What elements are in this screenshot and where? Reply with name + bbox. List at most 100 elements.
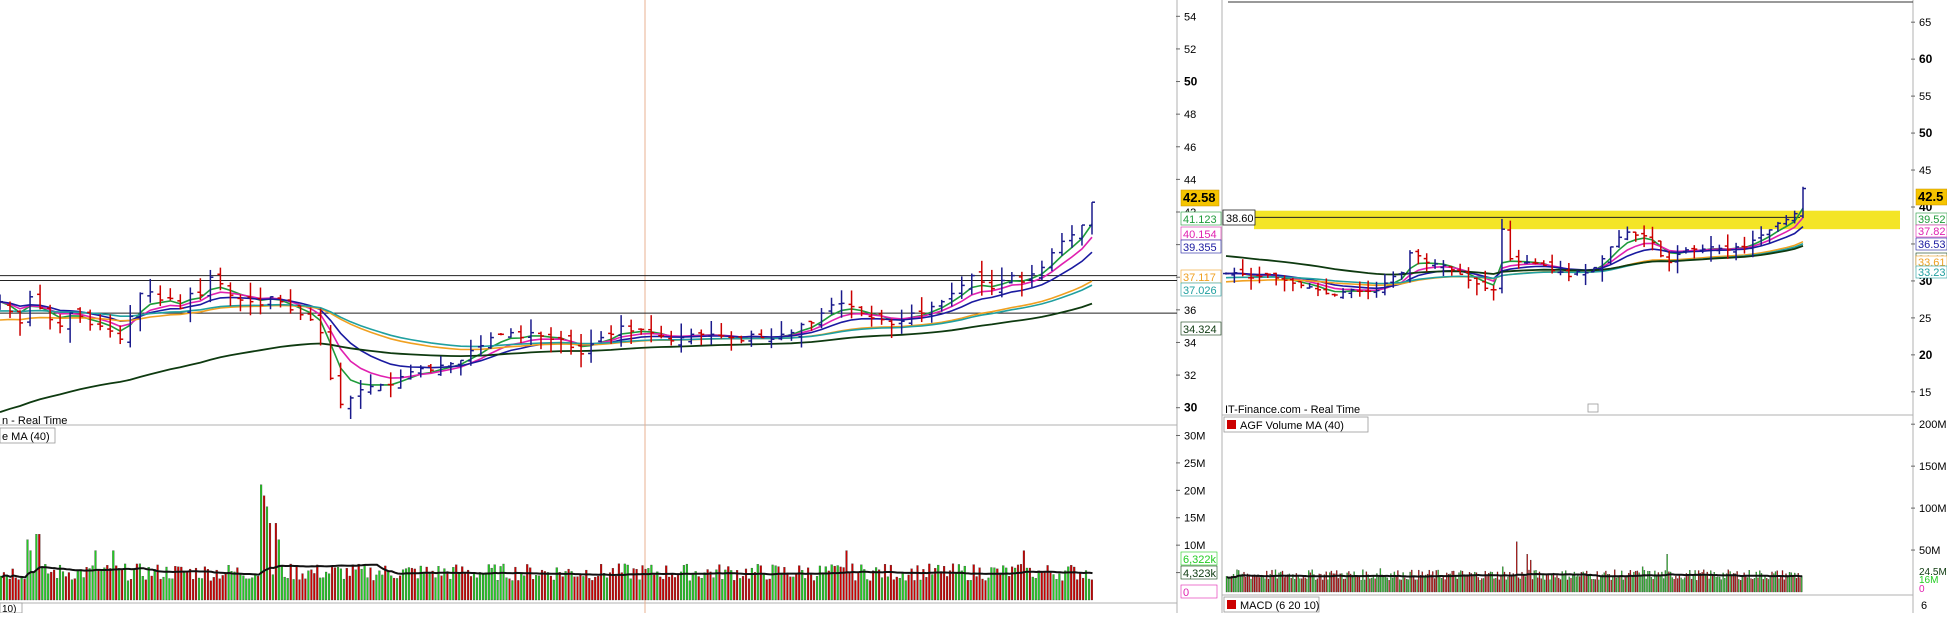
volume-bar: [61, 571, 65, 601]
volume-bar: [1531, 579, 1534, 593]
volume-bar: [1547, 573, 1549, 593]
macd-tab-bg[interactable]: [1223, 596, 1320, 613]
volume-bar: [1391, 577, 1394, 593]
volume-bar: [1633, 571, 1635, 593]
y-tick-label: 50M: [1919, 545, 1940, 557]
volume-bar: [815, 576, 819, 601]
volume-bar: [1295, 573, 1298, 593]
volume-bar: [1673, 579, 1675, 593]
volume-bar: [304, 578, 307, 601]
volume-bar: [1601, 574, 1604, 593]
volume-bar: [197, 577, 201, 601]
volume-bar: [1753, 578, 1756, 593]
volume-bar: [1346, 572, 1348, 593]
volume-bar: [765, 579, 768, 601]
volume-bar: [827, 570, 830, 601]
volume-bar: [1474, 571, 1476, 593]
volume-bar: [1577, 573, 1579, 593]
ma-value-label: 37.117: [1183, 272, 1216, 284]
volume-bar: [1456, 578, 1458, 593]
volume-bar: [1447, 574, 1450, 593]
volume-bar: [1711, 574, 1714, 593]
y-tick-label: 10M: [1184, 540, 1205, 552]
volume-bar: [780, 574, 783, 601]
level-label: 38.60: [1226, 213, 1254, 225]
volume-bar: [215, 569, 218, 601]
volume-bar: [789, 576, 792, 601]
volume-bar: [141, 576, 144, 601]
volume-bar: [842, 567, 845, 601]
volume-bar: [1628, 572, 1630, 593]
volume-bar: [1502, 566, 1504, 593]
volume-bar: [1631, 576, 1633, 593]
moving-average-line: [0, 302, 1093, 413]
volume-bar: [1460, 570, 1462, 593]
volume-bar: [206, 569, 209, 601]
volume-bar: [387, 570, 390, 601]
volume-bar: [673, 577, 677, 601]
volume-bar: [1643, 570, 1646, 593]
y-tick-label: 45: [1919, 165, 1931, 177]
moving-average-line: [0, 280, 1093, 351]
volume-bar: [496, 580, 499, 601]
volume-bar: [150, 575, 153, 601]
volume-bar: [910, 568, 913, 601]
volume-bar: [1762, 579, 1764, 593]
volume-bar: [564, 571, 567, 601]
right-volume-legend-bg: [1223, 416, 1369, 433]
volume-bar: [192, 579, 195, 601]
volume-bar: [1330, 570, 1333, 593]
volume-bar: [301, 573, 304, 601]
volume-bar: [345, 568, 348, 601]
volume-bar: [20, 577, 23, 601]
volume-bar: [1290, 578, 1292, 593]
volume-bar: [878, 569, 881, 601]
volume-bar: [369, 567, 372, 601]
volume-bar: [126, 580, 130, 601]
volume-bar: [824, 566, 827, 601]
volume-bar: [449, 578, 452, 601]
volume-bar: [1393, 571, 1396, 593]
volume-bar: [718, 564, 721, 601]
volume-value-label: 4,323k: [1183, 568, 1217, 580]
volume-bar: [1554, 577, 1556, 593]
volume-bar: [56, 578, 59, 601]
volume-bar: [1022, 550, 1025, 601]
volume-bar: [1750, 578, 1752, 593]
volume-bar: [1377, 577, 1380, 593]
resize-handle-icon[interactable]: [1587, 403, 1599, 413]
volume-bar: [375, 574, 378, 601]
volume-bar: [857, 572, 860, 601]
volume-bar: [263, 495, 266, 601]
y-tick-label: 30M: [1184, 430, 1205, 442]
volume-bar: [1773, 573, 1775, 593]
volume-bar: [1281, 570, 1284, 593]
volume-bar: [514, 566, 517, 601]
volume-bar: [1778, 578, 1780, 593]
volume-bar: [1638, 572, 1640, 593]
volume-bar: [1727, 569, 1729, 593]
volume-bar: [1675, 575, 1677, 593]
moving-average-line: [0, 236, 1093, 379]
volume-bar: [591, 580, 594, 601]
volume-bar: [1596, 571, 1598, 593]
volume-bar: [1245, 576, 1247, 593]
volume-bar: [892, 579, 895, 601]
volume-bar: [1397, 570, 1399, 593]
volume-bar: [1034, 578, 1037, 601]
volume-bar: [537, 575, 541, 601]
volume-bar: [413, 568, 416, 601]
volume-bar: [505, 577, 508, 601]
volume-bar: [378, 570, 381, 601]
volume-bar: [1724, 578, 1726, 593]
y-tick-label: 54: [1184, 11, 1196, 23]
volume-bar: [1594, 579, 1597, 593]
volume-bar: [1654, 570, 1656, 593]
volume-bar: [32, 571, 35, 601]
volume-bar: [1720, 579, 1722, 593]
volume-bar: [1493, 578, 1495, 593]
volume-bar: [1551, 574, 1553, 593]
volume-bar: [1409, 571, 1411, 593]
volume-bar: [1369, 578, 1371, 593]
